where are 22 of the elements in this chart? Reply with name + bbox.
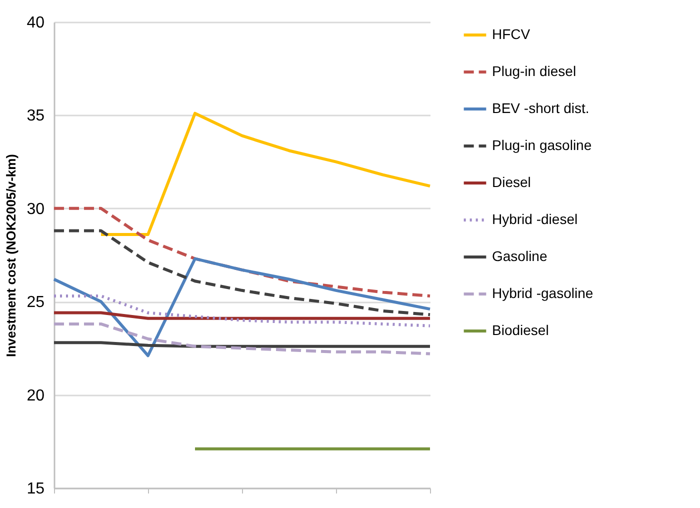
- legend-label: BEV -short dist.: [492, 100, 590, 116]
- y-tick-label: 25: [26, 294, 45, 312]
- y-tick-label: 40: [26, 14, 45, 32]
- legend-label: HFCV: [492, 26, 531, 42]
- legend-label: Hybrid -gasoline: [492, 285, 594, 301]
- y-tick-label: 30: [26, 200, 45, 218]
- legend-label: Plug-in gasoline: [492, 137, 592, 153]
- line-series: [52, 229, 432, 316]
- line-series: [52, 322, 432, 356]
- line-series: [52, 206, 432, 298]
- y-tick-label: 35: [26, 108, 45, 125]
- legend-label: Gasoline: [492, 248, 548, 264]
- y-tick-label: 15: [26, 480, 45, 498]
- legend-label: Hybrid -diesel: [492, 211, 578, 227]
- legend-label: Biodiesel: [492, 322, 549, 338]
- line-series: [52, 257, 432, 358]
- legend-label: Diesel: [492, 174, 531, 190]
- y-axis-title: Investment cost (NOK2005/v-km): [4, 154, 19, 358]
- line-series: [100, 112, 432, 236]
- line-series: [52, 294, 432, 328]
- y-tick-label: 20: [26, 387, 45, 404]
- legend-label: Plug-in diesel: [492, 63, 576, 79]
